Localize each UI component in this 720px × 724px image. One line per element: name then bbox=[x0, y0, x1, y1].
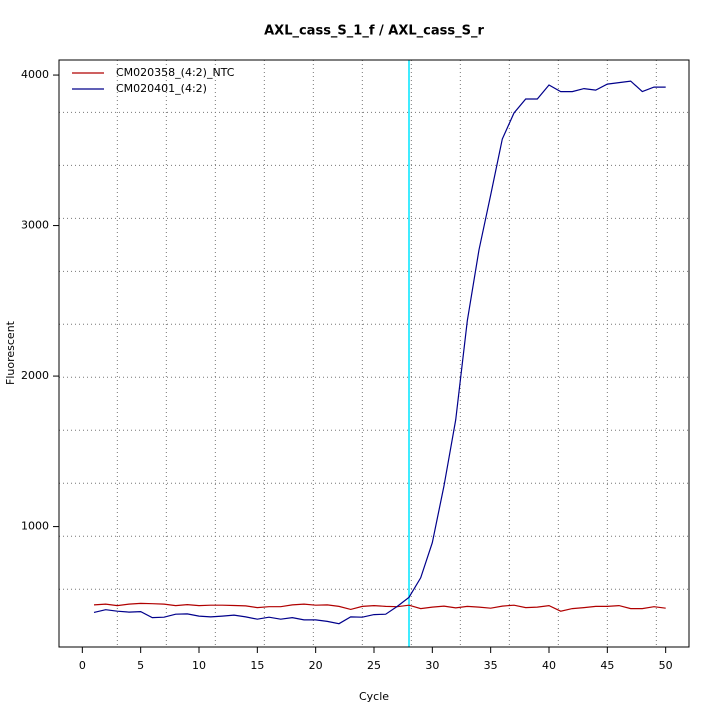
x-tick-label: 5 bbox=[137, 659, 144, 672]
x-tick-label: 50 bbox=[659, 659, 673, 672]
x-axis-label: Cycle bbox=[359, 690, 389, 703]
y-tick-label: 4000 bbox=[21, 68, 49, 81]
y-tick-label: 2000 bbox=[21, 369, 49, 382]
x-tick-label: 30 bbox=[425, 659, 439, 672]
series-line bbox=[93, 602, 666, 612]
chart-title: AXL_cass_S_1_f / AXL_cass_S_r bbox=[264, 24, 484, 39]
x-tick-label: 0 bbox=[79, 659, 86, 672]
x-tick-label: 25 bbox=[367, 659, 381, 672]
x-tick-label: 20 bbox=[309, 659, 323, 672]
x-tick-label: 15 bbox=[250, 659, 264, 672]
x-tick-label: 10 bbox=[192, 659, 206, 672]
x-tick-label: 35 bbox=[484, 659, 498, 672]
legend-label: CM020401_(4:2) bbox=[116, 82, 207, 95]
x-tick-label: 45 bbox=[600, 659, 614, 672]
y-axis-label: Fluorescent bbox=[4, 320, 17, 385]
y-tick-label: 1000 bbox=[21, 520, 49, 533]
y-tick-label: 3000 bbox=[21, 219, 49, 232]
series-line bbox=[93, 80, 666, 625]
x-tick-label: 40 bbox=[542, 659, 556, 672]
legend-label: CM020358_(4:2)_NTC bbox=[116, 66, 235, 79]
